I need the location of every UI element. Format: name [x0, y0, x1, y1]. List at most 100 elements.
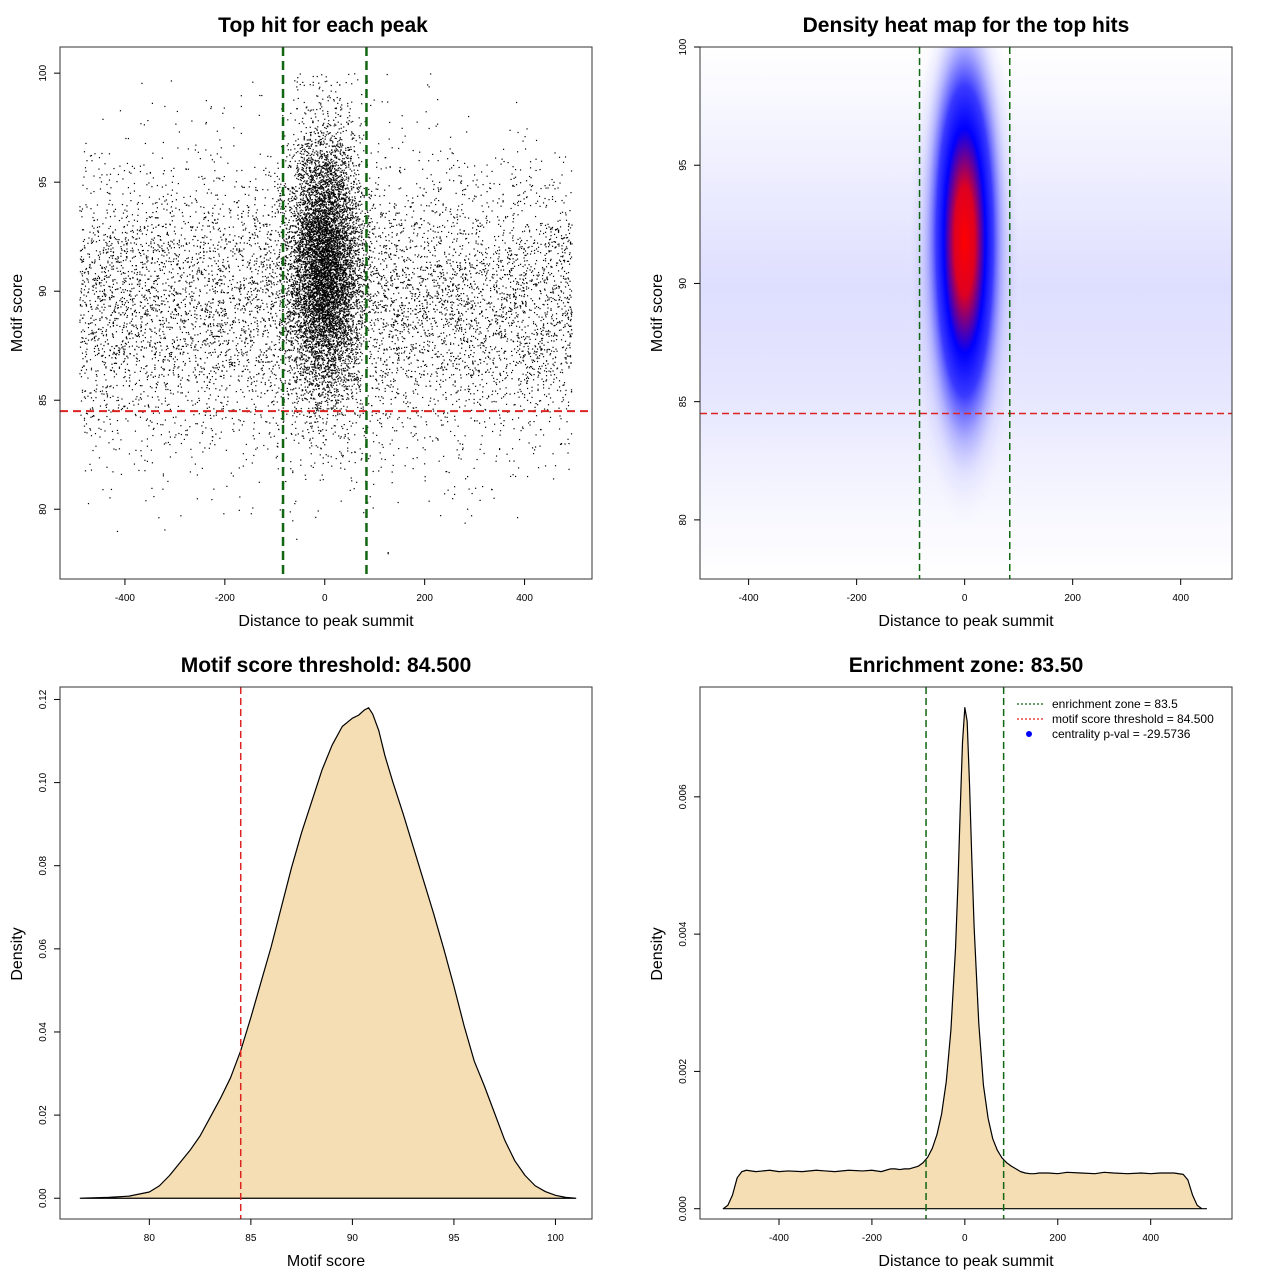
scatter-point: [336, 321, 338, 324]
scatter-point: [359, 142, 361, 144]
scatter-point: [337, 206, 339, 209]
scatter-point: [348, 374, 350, 376]
scatter-point: [333, 378, 335, 380]
scatter-point: [352, 231, 354, 233]
scatter-point: [311, 188, 313, 190]
scatter-point: [335, 371, 337, 373]
scatter-point: [328, 185, 330, 188]
scatter-point: [343, 183, 345, 185]
scatter-point: [327, 381, 329, 383]
scatter-point: [317, 160, 319, 162]
scatter-point: [351, 344, 353, 346]
scatter-point: [337, 249, 339, 251]
scatter-point: [307, 315, 309, 317]
scatter-point: [290, 337, 292, 339]
scatter-point: [313, 266, 315, 268]
scatter-point: [333, 311, 335, 313]
scatter-point: [317, 216, 319, 219]
scatter-point: [329, 181, 331, 183]
scatter-point: [320, 322, 322, 324]
scatter-point: [306, 307, 308, 309]
scatter-point: [318, 331, 320, 334]
scatter-point: [306, 145, 308, 148]
scatter-point: [345, 276, 347, 278]
scatter-point: [344, 273, 346, 276]
scatter-point: [332, 195, 334, 197]
scatter-point: [323, 367, 325, 369]
scatter-point: [345, 240, 347, 242]
scatter-point: [320, 309, 322, 311]
scatter-point: [357, 244, 359, 246]
scatter-point: [329, 366, 331, 369]
scatter-point: [346, 229, 348, 231]
scatter-point: [370, 265, 372, 267]
scatter-point: [343, 424, 345, 426]
scatter-point: [319, 183, 321, 185]
scatter-point: [359, 137, 361, 139]
scatter-point: [326, 300, 328, 302]
scatter-point: [349, 226, 351, 228]
scatter-point: [341, 220, 343, 222]
scatter-point: [352, 208, 354, 210]
scatter-point: [293, 210, 295, 212]
scatter-point: [287, 303, 289, 305]
scatter-point: [324, 304, 326, 306]
scatter-point: [294, 381, 296, 383]
scatter-point: [307, 356, 309, 358]
scatter-point: [326, 417, 328, 419]
scatter-point: [325, 241, 327, 244]
scatter-point: [345, 314, 347, 316]
scatter-point: [289, 226, 291, 228]
scatter-point: [321, 256, 323, 258]
scatter-point: [299, 194, 301, 197]
scatter-point: [329, 168, 331, 170]
scatter-point: [333, 305, 335, 308]
scatter-point: [352, 216, 354, 218]
scatter-point: [314, 185, 316, 188]
scatter-point: [347, 275, 349, 278]
scatter-point: [350, 227, 352, 229]
scatter-point: [326, 173, 328, 175]
scatter-point: [370, 240, 372, 243]
scatter-point: [345, 259, 347, 261]
scatter-point: [314, 352, 316, 354]
scatter-point: [352, 260, 354, 262]
scatter-point: [352, 285, 354, 287]
scatter-point: [325, 340, 327, 343]
scatter-point: [345, 272, 347, 274]
scatter-point: [323, 294, 325, 297]
scatter-point: [322, 299, 324, 301]
scatter-point: [351, 262, 353, 264]
scatter-point: [324, 208, 326, 211]
scatter-point: [326, 289, 328, 291]
scatter-point: [323, 303, 325, 306]
scatter-point: [312, 430, 314, 432]
scatter-point: [317, 303, 319, 306]
scatter-point: [299, 303, 301, 305]
scatter-point: [310, 334, 312, 336]
scatter-point: [304, 258, 306, 260]
scatter-point: [318, 299, 320, 301]
scatter-point: [343, 285, 345, 287]
scatter-point: [329, 268, 331, 270]
scatter-point: [327, 227, 329, 229]
scatter-point: [322, 263, 324, 265]
scatter-point: [312, 273, 314, 275]
scatter-point: [295, 214, 297, 216]
scatter-point: [352, 240, 354, 242]
scatter-point: [301, 304, 303, 306]
scatter-point: [353, 257, 355, 259]
scatter-point: [362, 263, 364, 265]
scatter-point: [333, 98, 335, 101]
scatter-point: [300, 356, 302, 358]
scatter-point: [318, 161, 320, 163]
scatter-point: [343, 211, 345, 214]
scatter-point: [345, 196, 347, 198]
scatter-point: [328, 366, 330, 368]
scatter-point: [328, 234, 330, 236]
scatter-point: [331, 245, 333, 248]
scatter-point: [330, 204, 332, 206]
scatter-point: [342, 238, 344, 241]
scatter-point: [312, 353, 314, 355]
scatter-point: [296, 197, 298, 199]
